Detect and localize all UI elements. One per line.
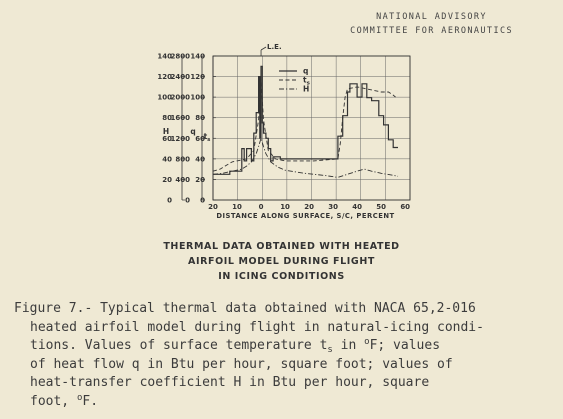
y-tick-label-q: 800: [175, 155, 190, 163]
legend-label-q: q: [303, 67, 308, 76]
x-tick-label: 30: [328, 203, 338, 211]
header-line-2: COMMITTEE FOR AERONAUTICS: [350, 26, 513, 36]
series-line-H: [212, 136, 399, 178]
y-tick-label-ts: 0: [200, 197, 205, 205]
header-line-1: NATIONAL ADVISORY: [376, 12, 487, 22]
y-tick-label-ts: 120: [190, 73, 205, 81]
x-tick-label: 0: [259, 203, 264, 211]
y-tick-label-H: 100: [157, 94, 172, 102]
y-tick-label-q: 2800: [171, 53, 191, 61]
x-tick-label: 20: [304, 203, 314, 211]
y-tick-label-ts: 100: [190, 94, 205, 102]
figure-text-line-2: heated airfoil model during flight in na…: [30, 319, 484, 335]
figure-description: Figure 7.- Typical thermal data obtained…: [14, 300, 554, 411]
x-tick-label: 60: [400, 203, 410, 211]
figure-text-line-6: foot, oF.: [30, 392, 99, 409]
series-line-ts: [212, 78, 396, 172]
caption-line-1: THERMAL DATA OBTAINED WITH HEATED: [163, 241, 400, 252]
le-leader: [260, 46, 267, 51]
legend-label-ts: ts: [303, 76, 311, 87]
y-axis-label-H: H: [163, 127, 169, 136]
y-tick-label-H: 120: [157, 73, 172, 81]
y-tick-label-H: 60: [162, 135, 172, 143]
figure-text-line-3: tions. Values of surface temperature ts …: [30, 337, 441, 355]
y-tick-label-H: 40: [162, 155, 172, 163]
y-tick-label-H: 20: [162, 176, 172, 184]
x-tick-label: 50: [376, 203, 386, 211]
figure-text-line-1: Figure 7.- Typical thermal data obtained…: [14, 301, 476, 316]
y-tick-label-ts: 60: [195, 135, 205, 143]
x-tick-label: 40: [352, 203, 362, 211]
x-tick-label: 20: [208, 203, 218, 211]
y-tick-label-H: 0: [167, 197, 172, 205]
y-tick-label-ts: 80: [195, 114, 205, 122]
thermal-data-chart: 140120100806040200H280024002000160012008…: [157, 43, 411, 220]
le-annotation: L.E.: [267, 43, 282, 51]
y-tick-label-q: 400: [175, 176, 190, 184]
y-tick-label-q: 2000: [171, 94, 191, 102]
y-tick-label-H: 140: [157, 53, 172, 61]
caption-line-3: IN ICING CONDITIONS: [218, 271, 345, 282]
y-tick-label-ts: 40: [195, 155, 205, 163]
y-axis-label-ts: ts: [204, 132, 212, 143]
figure-text-line-5: heat-transfer coefficient H in Btu per h…: [30, 375, 430, 390]
y-tick-label-q: 1200: [171, 135, 191, 143]
caption-line-2: AIRFOIL MODEL DURING FLIGHT: [188, 256, 375, 267]
legend-label-H: H: [303, 85, 309, 94]
y-tick-label-q: 2400: [171, 73, 191, 81]
y-tick-label-ts: 140: [190, 53, 205, 61]
nacа-header: NATIONAL ADVISORY COMMITTEE FOR AERONAUT…: [350, 10, 513, 38]
y-tick-label-q: 0: [185, 197, 190, 205]
x-tick-label: 10: [280, 203, 290, 211]
x-axis-label: DISTANCE ALONG SURFACE, S/C, PERCENT: [216, 212, 394, 220]
x-tick-label: 10: [232, 203, 242, 211]
y-tick-label-q: 1600: [171, 114, 191, 122]
y-tick-label-H: 80: [162, 114, 172, 122]
figure-text-line-4: of heat flow q in Btu per hour, square f…: [30, 356, 453, 372]
series-line-q: [213, 65, 398, 175]
y-axis-label-q: q: [190, 127, 195, 136]
chart-caption: THERMAL DATA OBTAINED WITH HEATED AIRFOI…: [0, 239, 563, 284]
y-tick-label-ts: 20: [195, 176, 205, 184]
